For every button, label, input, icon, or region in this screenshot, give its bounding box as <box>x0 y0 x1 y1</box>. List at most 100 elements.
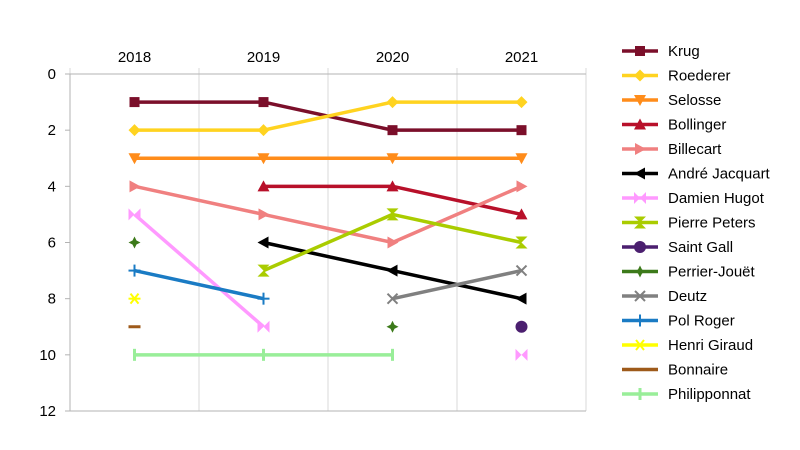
legend-entry: Bonnaire <box>622 362 728 379</box>
legend-label: Bollinger <box>668 117 726 134</box>
data-point <box>262 348 265 361</box>
data-point <box>128 293 141 305</box>
data-point <box>257 153 270 165</box>
legend-label: Deutz <box>668 288 707 305</box>
legend-marker <box>635 46 645 56</box>
x-tick-label: 2020 <box>376 49 409 66</box>
data-point <box>257 320 270 333</box>
legend: Krug Roederer Selosse Bollinger Billecart And… <box>622 43 771 403</box>
data-point <box>386 292 399 305</box>
y-tick-label: 6 <box>48 235 56 252</box>
legend-marker <box>634 192 646 204</box>
data-point <box>258 208 270 221</box>
y-tick-label: 8 <box>48 291 56 308</box>
legend-entry: Bollinger <box>622 117 726 134</box>
data-point <box>133 348 136 361</box>
legend-label: Henri Giraud <box>668 337 753 354</box>
data-point <box>515 320 528 333</box>
series-line <box>392 268 522 301</box>
legend-entry: Henri Giraud <box>622 337 753 354</box>
legend-entry: Billecart <box>622 141 722 158</box>
x-tick-label: 2019 <box>247 49 280 66</box>
series-layer <box>128 96 528 361</box>
data-point <box>128 208 141 221</box>
series-pierre-peters <box>257 208 528 277</box>
y-tick-label: 0 <box>48 66 56 83</box>
x-tick-label: 2021 <box>505 49 538 66</box>
legend-entry: Damien Hugot <box>622 190 765 207</box>
legend-marker <box>634 69 646 82</box>
legend-entry: Pol Roger <box>622 313 735 330</box>
series-andre-jacquart <box>257 236 527 305</box>
data-point <box>257 124 270 137</box>
data-point <box>128 124 141 137</box>
data-point <box>257 264 270 277</box>
y-tick-labels: 0 2 4 6 8 10 12 <box>39 66 70 420</box>
legend-marker <box>634 167 645 180</box>
series-line <box>133 213 265 329</box>
series-deutz <box>386 264 528 305</box>
series-line <box>134 184 523 245</box>
legend-entry: Deutz <box>622 288 707 305</box>
series-roederer <box>128 96 528 137</box>
legend-label: Krug <box>668 43 700 60</box>
data-point <box>257 236 269 249</box>
series-pol-roger <box>128 264 270 305</box>
data-point <box>515 348 528 361</box>
x-tick-label: 2018 <box>118 49 151 66</box>
data-point <box>128 264 141 277</box>
legend-marker <box>634 118 646 130</box>
legend-entry: Krug <box>622 43 700 60</box>
series-line <box>134 268 264 301</box>
data-point <box>257 292 270 305</box>
legend-label: Pol Roger <box>668 313 735 330</box>
legend-entry: Pierre Peters <box>622 215 756 232</box>
series-henri-giraud <box>128 293 141 305</box>
series-perrier-jouet <box>128 236 399 333</box>
data-point <box>515 264 528 277</box>
data-point <box>515 208 528 220</box>
data-point <box>387 236 399 249</box>
data-point <box>387 125 398 136</box>
legend-marker <box>638 388 642 400</box>
series-saint-gall <box>515 320 528 333</box>
series-philipponnat <box>133 348 394 361</box>
legend-marker <box>634 368 646 371</box>
y-tick-label: 4 <box>48 178 56 195</box>
legend-marker <box>634 290 646 302</box>
data-point <box>128 153 141 165</box>
data-point <box>258 97 269 108</box>
data-point <box>386 153 399 165</box>
series-line <box>134 100 522 132</box>
data-point <box>257 180 270 192</box>
legend-entry: Philipponnat <box>622 386 751 403</box>
legend-entry: André Jacquart <box>622 166 771 183</box>
data-point <box>386 320 399 333</box>
data-point <box>386 208 399 221</box>
legend-marker <box>634 265 646 278</box>
legend-label: Selosse <box>668 92 721 109</box>
data-point <box>128 325 141 329</box>
data-point <box>386 264 398 277</box>
legend-marker <box>634 339 646 351</box>
data-point <box>515 292 527 305</box>
legend-entry: Saint Gall <box>622 239 733 256</box>
data-point <box>386 96 399 109</box>
data-point <box>129 97 140 108</box>
legend-label: Pierre Peters <box>668 215 756 232</box>
legend-entry: Selosse <box>622 92 721 109</box>
legend-label: Damien Hugot <box>668 190 765 207</box>
legend-label: Saint Gall <box>668 239 733 256</box>
legend-entry: Perrier-Jouët <box>622 264 756 281</box>
legend-entry: Roederer <box>622 68 731 85</box>
y-tick-label: 12 <box>39 403 56 420</box>
series-damien-hugot <box>128 208 528 361</box>
data-point <box>516 180 528 193</box>
data-point <box>129 180 141 193</box>
legend-marker <box>634 95 646 106</box>
series-bonnaire <box>128 325 141 329</box>
data-point <box>515 236 528 249</box>
legend-label: Philipponnat <box>668 386 751 403</box>
data-point <box>516 125 527 136</box>
